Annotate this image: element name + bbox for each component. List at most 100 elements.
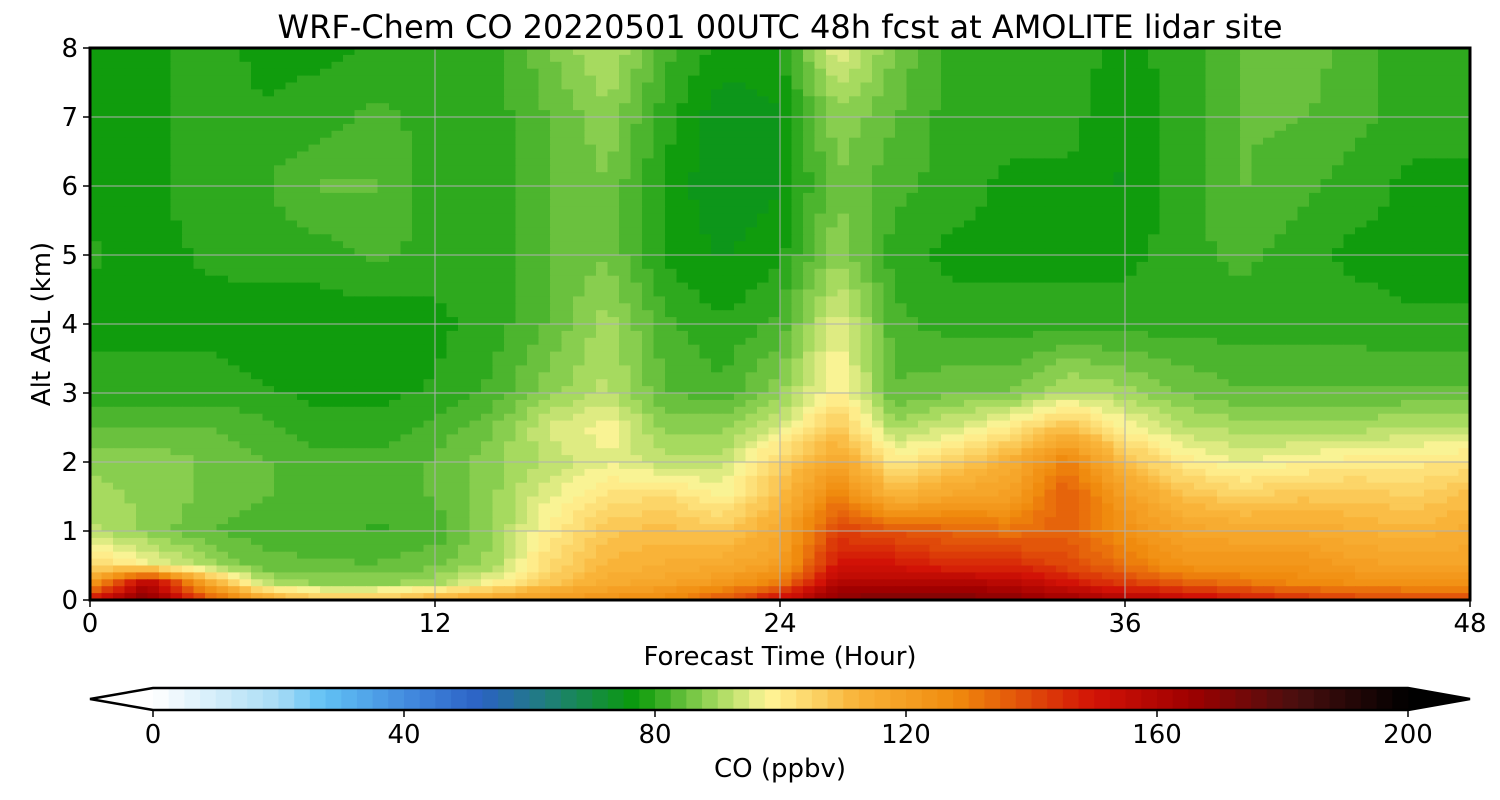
- heatmap-cell: [1458, 275, 1471, 284]
- heatmap-cell: [1263, 296, 1276, 304]
- heatmap-cell: [1102, 255, 1115, 263]
- heatmap-cell: [205, 82, 218, 90]
- heatmap-cell: [1435, 96, 1448, 104]
- heatmap-cell: [814, 248, 827, 256]
- heatmap-cell: [1378, 248, 1391, 256]
- heatmap-cell: [837, 179, 850, 187]
- heatmap-cell: [642, 317, 655, 325]
- heatmap-cell: [734, 261, 747, 270]
- heatmap-cell: [699, 220, 712, 228]
- heatmap-cell: [872, 261, 885, 270]
- heatmap-cell: [596, 103, 609, 111]
- heatmap-cell: [1021, 241, 1034, 249]
- heatmap-cell: [1033, 255, 1046, 263]
- heatmap-cell: [688, 172, 701, 180]
- heatmap-cell: [584, 165, 597, 173]
- heatmap-cell: [1217, 317, 1230, 325]
- heatmap-cell: [159, 144, 172, 153]
- heatmap-cell: [262, 117, 275, 125]
- heatmap-cell: [1159, 103, 1172, 111]
- heatmap-cell: [308, 68, 321, 77]
- heatmap-cell: [124, 89, 137, 97]
- heatmap-cell: [1056, 68, 1069, 77]
- heatmap-cell: [1309, 179, 1322, 187]
- heatmap-cell: [216, 186, 229, 194]
- heatmap-cell: [1412, 151, 1425, 159]
- heatmap-cell: [481, 220, 494, 228]
- heatmap-cell: [182, 89, 195, 97]
- heatmap-cell: [538, 206, 551, 215]
- heatmap-cell: [469, 68, 482, 77]
- heatmap-cell: [354, 48, 367, 56]
- heatmap-cell: [538, 82, 551, 90]
- heatmap-cell: [619, 310, 632, 318]
- heatmap-cell: [1389, 130, 1402, 139]
- heatmap-cell: [1102, 206, 1115, 215]
- heatmap-cell: [285, 144, 298, 153]
- heatmap-cell: [596, 179, 609, 187]
- heatmap-cell: [297, 303, 310, 311]
- heatmap-cell: [136, 275, 149, 284]
- heatmap-cell: [1435, 117, 1448, 125]
- heatmap-cell: [745, 151, 758, 159]
- heatmap-cell: [412, 103, 425, 111]
- heatmap-cell: [688, 282, 701, 291]
- heatmap-cell: [515, 186, 528, 194]
- heatmap-cell: [1378, 165, 1391, 173]
- heatmap-cell: [239, 110, 252, 118]
- heatmap-cell: [584, 289, 597, 297]
- heatmap-cell: [573, 158, 586, 166]
- heatmap-cell: [561, 310, 574, 318]
- heatmap-cell: [159, 324, 172, 332]
- heatmap-cell: [814, 241, 827, 249]
- heatmap-cell: [998, 248, 1011, 256]
- heatmap-cell: [389, 324, 402, 332]
- heatmap-cell: [1297, 310, 1310, 318]
- heatmap-cell: [159, 199, 172, 208]
- heatmap-cell: [826, 48, 839, 56]
- heatmap-cell: [1067, 275, 1080, 284]
- heatmap-cell: [446, 268, 459, 277]
- heatmap-cell: [1205, 241, 1218, 249]
- heatmap-cell: [561, 96, 574, 104]
- heatmap-cell: [1182, 317, 1195, 325]
- heatmap-cell: [435, 248, 448, 256]
- heatmap-cell: [872, 54, 885, 63]
- heatmap-cell: [665, 103, 678, 111]
- heatmap-cell: [607, 96, 620, 104]
- heatmap-cell: [906, 248, 919, 256]
- heatmap-cell: [1171, 282, 1184, 291]
- heatmap-cell: [251, 96, 264, 104]
- heatmap-cell: [1228, 289, 1241, 297]
- heatmap-cell: [1182, 303, 1195, 311]
- heatmap-cell: [481, 234, 494, 242]
- heatmap-cell: [941, 68, 954, 77]
- heatmap-cell: [883, 289, 896, 297]
- heatmap-cell: [711, 110, 724, 118]
- heatmap-cell: [1010, 130, 1023, 139]
- heatmap-cell: [1021, 317, 1034, 325]
- heatmap-cell: [527, 192, 540, 201]
- heatmap-cell: [1090, 48, 1103, 56]
- heatmap-cell: [228, 268, 241, 277]
- heatmap-cell: [653, 234, 666, 242]
- heatmap-cell: [1228, 110, 1241, 118]
- heatmap-cell: [1021, 303, 1034, 311]
- heatmap-cell: [1171, 172, 1184, 180]
- heatmap-cell: [906, 165, 919, 173]
- heatmap-cell: [676, 110, 689, 118]
- heatmap-cell: [1343, 130, 1356, 139]
- heatmap-cell: [1148, 89, 1161, 97]
- heatmap-cell: [837, 68, 850, 77]
- heatmap-cell: [101, 192, 114, 201]
- heatmap-cell: [1343, 165, 1356, 173]
- heatmap-cell: [1217, 296, 1230, 304]
- heatmap-cell: [860, 234, 873, 242]
- heatmap-cell: [964, 206, 977, 215]
- heatmap-cell: [665, 123, 678, 132]
- heatmap-cell: [1079, 110, 1092, 118]
- heatmap-cell: [1274, 275, 1287, 284]
- heatmap-cell: [1320, 213, 1333, 222]
- heatmap-cell: [1274, 199, 1287, 208]
- heatmap-cell: [941, 303, 954, 311]
